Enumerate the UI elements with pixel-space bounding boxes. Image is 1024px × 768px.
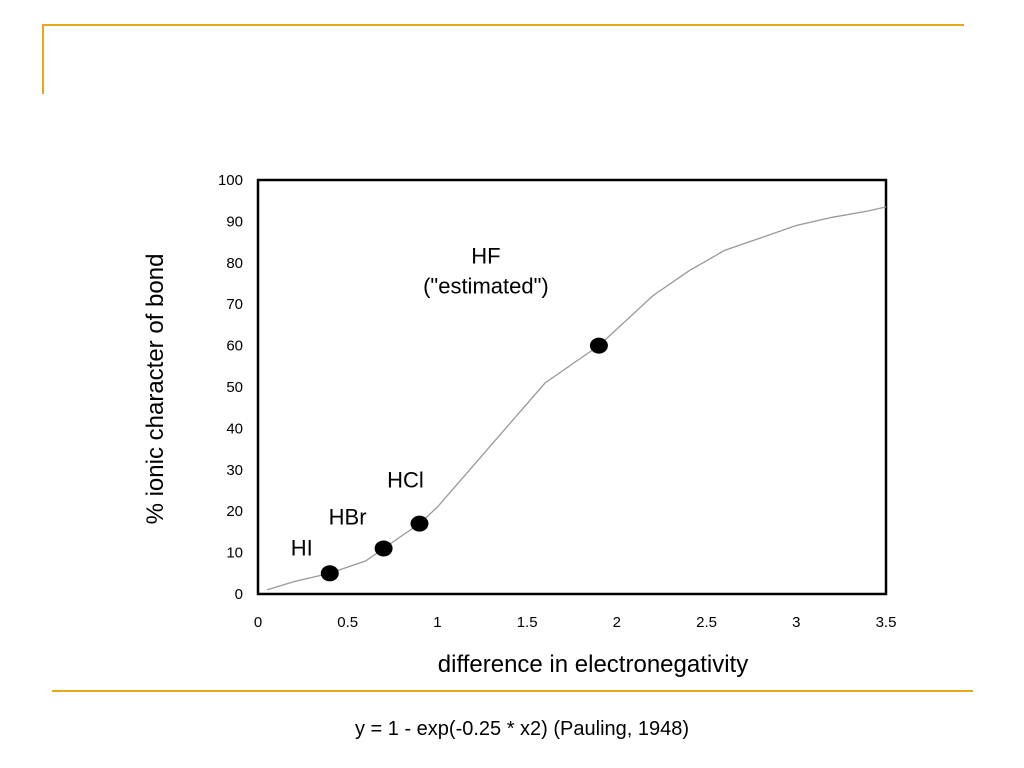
y-tick-label: 40 [226,420,243,437]
y-axis-label: % ionic character of bond [142,254,169,525]
x-axis-label: difference in electronegativity [438,651,748,678]
x-tick-label: 3.5 [876,614,897,631]
y-tick-label: 0 [235,586,243,603]
slide-frame-top-line [42,24,964,26]
y-tick-label: 100 [218,172,243,189]
data-point-hcl [410,515,429,532]
y-tick-label: 30 [226,462,243,479]
point-label-hcl: HCl [387,468,424,493]
slide-frame-bottom-line [52,690,973,692]
data-point-hbr [374,540,393,557]
data-points [320,337,608,582]
point-label-hbr: HBr [329,504,367,529]
data-point-hf [589,337,608,354]
y-tick-label: 90 [226,213,243,230]
point-labels: HI HBr HCl HF ("estimated") [291,244,549,561]
data-point-hi [320,565,339,582]
point-label-hi: HI [291,535,313,560]
y-tick-label: 80 [226,255,243,272]
x-tick-label: 2 [613,614,621,631]
y-tick-label: 10 [226,545,243,562]
y-tick-label: 70 [226,296,243,313]
plot-frame [256,178,888,596]
axis-ticks: 0 0.5 1 1.5 2 2.5 3 3.5 0 10 20 30 40 50 60 70 80 90 100 [218,172,896,631]
x-tick-label: 0.5 [337,614,358,631]
x-tick-label: 3 [792,614,800,631]
y-tick-label: 60 [226,338,243,355]
y-tick-label: 20 [226,503,243,520]
slide-frame-left-line [42,24,44,94]
caption: y = 1 - exp(-0.25 * x2) (Pauling, 1948) [354,718,690,740]
fit-curve [266,206,887,591]
point-label-hf: HF [471,244,500,269]
x-tick-label: 2.5 [696,614,717,631]
y-tick-label: 50 [226,379,243,396]
x-tick-label: 0 [254,614,262,631]
x-tick-label: 1.5 [517,614,538,631]
point-sublabel-hf: ("estimated") [423,274,549,299]
plot-area [256,178,888,596]
x-tick-label: 1 [433,614,441,631]
